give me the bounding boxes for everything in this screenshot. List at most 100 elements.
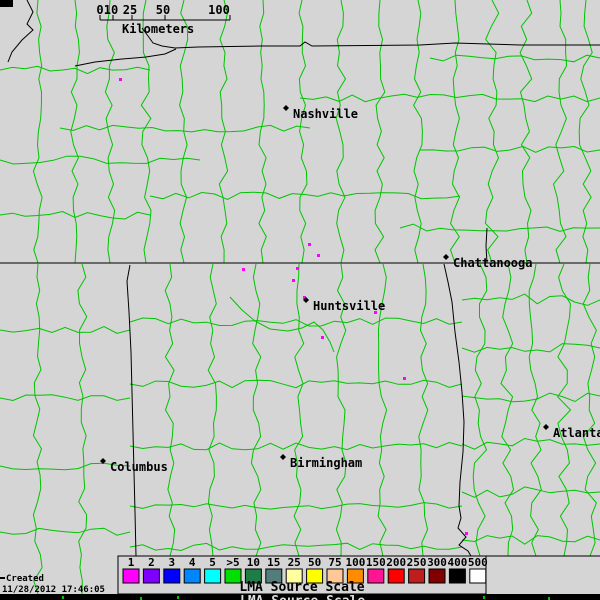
legend-value-label: 50: [308, 556, 321, 569]
legend-swatch: [224, 568, 242, 584]
legend-value-label: 25: [288, 556, 301, 569]
legend-swatch: [306, 568, 324, 584]
city-label: Chattanooga: [453, 256, 532, 270]
lma-source-dot: [465, 532, 468, 535]
county-line: [104, 0, 116, 264]
legend-swatch: [142, 568, 160, 584]
lma-source-dot: [317, 254, 320, 257]
legend-value-label: 10: [247, 556, 260, 569]
legend-value-label: 2: [148, 556, 155, 569]
legend-swatch: [408, 568, 426, 584]
county-line: [582, 263, 597, 557]
legend-value-label: 5: [209, 556, 216, 569]
legend-swatch: [204, 568, 222, 584]
lma-source-dot: [403, 377, 406, 380]
county-line: [429, 54, 600, 63]
lma-source-dot: [374, 311, 377, 314]
county-line: [32, 0, 43, 264]
legend-title: LMA Source Scale: [239, 580, 364, 595]
legend-value-label: 75: [328, 556, 341, 569]
river-lines: [229, 296, 335, 353]
county-line: [461, 437, 600, 450]
strip-green-sliver: [177, 596, 179, 599]
strip-green-sliver: [548, 597, 550, 600]
county-line: [0, 325, 131, 334]
corner-marker: [0, 0, 13, 7]
distance-scale-bar: 0 10 25 50 100 Kilometers: [96, 3, 231, 36]
created-tick: [0, 577, 5, 579]
legend-swatch: [122, 568, 140, 584]
county-line: [528, 263, 542, 557]
legend-swatches: 1 2 3 4 5 >5 10 15 25 50 75 100 150 200 250 300 400 500: [122, 556, 488, 584]
lma-source-dots: [119, 78, 468, 535]
legend-swatch: [469, 568, 487, 584]
county-line: [500, 263, 515, 557]
county-line: [0, 155, 201, 165]
county-line: [129, 379, 463, 389]
county-line: [293, 263, 305, 557]
county-line: [461, 486, 600, 498]
county-line: [418, 263, 429, 557]
legend-value-label: 150: [366, 556, 386, 569]
lma-source-scale-legend: 1 2 3 4 5 >5 10 15 25 50 75 100 150 200 250 300 400 500 L…: [117, 555, 488, 595]
legend-value-label: 500: [468, 556, 488, 569]
scale-tick-label: 10: [104, 3, 118, 17]
county-line: [129, 317, 463, 327]
tennessee-river-line: [229, 296, 335, 353]
created-timestamp-block: Created 11/28/2012 17:46:05: [0, 574, 105, 595]
scale-bar-ticks: 0 10 25 50 100: [96, 3, 231, 20]
legend-swatch: [163, 568, 181, 584]
county-line: [32, 263, 43, 595]
lma-source-dot: [308, 243, 311, 246]
legend-swatch: [183, 568, 201, 584]
city-label: Nashville: [293, 107, 358, 121]
county-line: [552, 0, 568, 264]
legend-swatch: [387, 568, 405, 584]
strip-green-sliver: [483, 596, 485, 599]
county-line: [0, 527, 131, 536]
al-ga-border-line: [443, 263, 472, 557]
county-line: [129, 502, 463, 510]
city-label: Columbus: [110, 460, 168, 474]
legend-swatch: [265, 568, 283, 584]
county-line: [207, 263, 217, 557]
bottom-strip-bar: [0, 594, 600, 600]
county-line: [140, 0, 152, 264]
scale-tick-label: 50: [156, 3, 170, 17]
county-line: [149, 191, 461, 201]
bottom-strip-clipped-text: LMA Source Scale: [240, 594, 365, 600]
county-line: [77, 263, 88, 595]
county-line: [556, 263, 572, 557]
scale-tick-label: 100: [208, 3, 230, 17]
ms-al-border-line: [126, 264, 137, 594]
county-line: [59, 124, 311, 133]
lma-source-dot: [321, 336, 324, 339]
strip-green-sliver: [62, 596, 64, 599]
created-label: Created: [6, 574, 44, 584]
legend-swatch: [448, 568, 466, 584]
county-line: [0, 210, 151, 220]
west-border-wiggle-line: [7, 0, 34, 63]
county-line: [258, 0, 267, 264]
legend-value-label: 100: [345, 556, 365, 569]
ky-tn-border-line: [141, 27, 600, 49]
county-line: [164, 263, 176, 557]
legend-value-label: 300: [427, 556, 447, 569]
legend-value-label: 4: [189, 556, 196, 569]
county-line: [519, 0, 533, 264]
strip-green-sliver: [140, 597, 142, 600]
county-line: [299, 93, 600, 103]
legend-value-label: 3: [168, 556, 175, 569]
county-line: [377, 263, 388, 557]
legend-swatch: [326, 568, 344, 584]
county-line: [129, 441, 463, 451]
county-line: [461, 392, 600, 403]
county-line: [0, 65, 151, 75]
city-marker-icon: [543, 424, 549, 430]
city-marker-icon: [100, 458, 106, 464]
city-label: Atlanta: [553, 426, 600, 440]
county-line: [0, 462, 131, 471]
scale-tick-label: 0: [96, 3, 103, 17]
